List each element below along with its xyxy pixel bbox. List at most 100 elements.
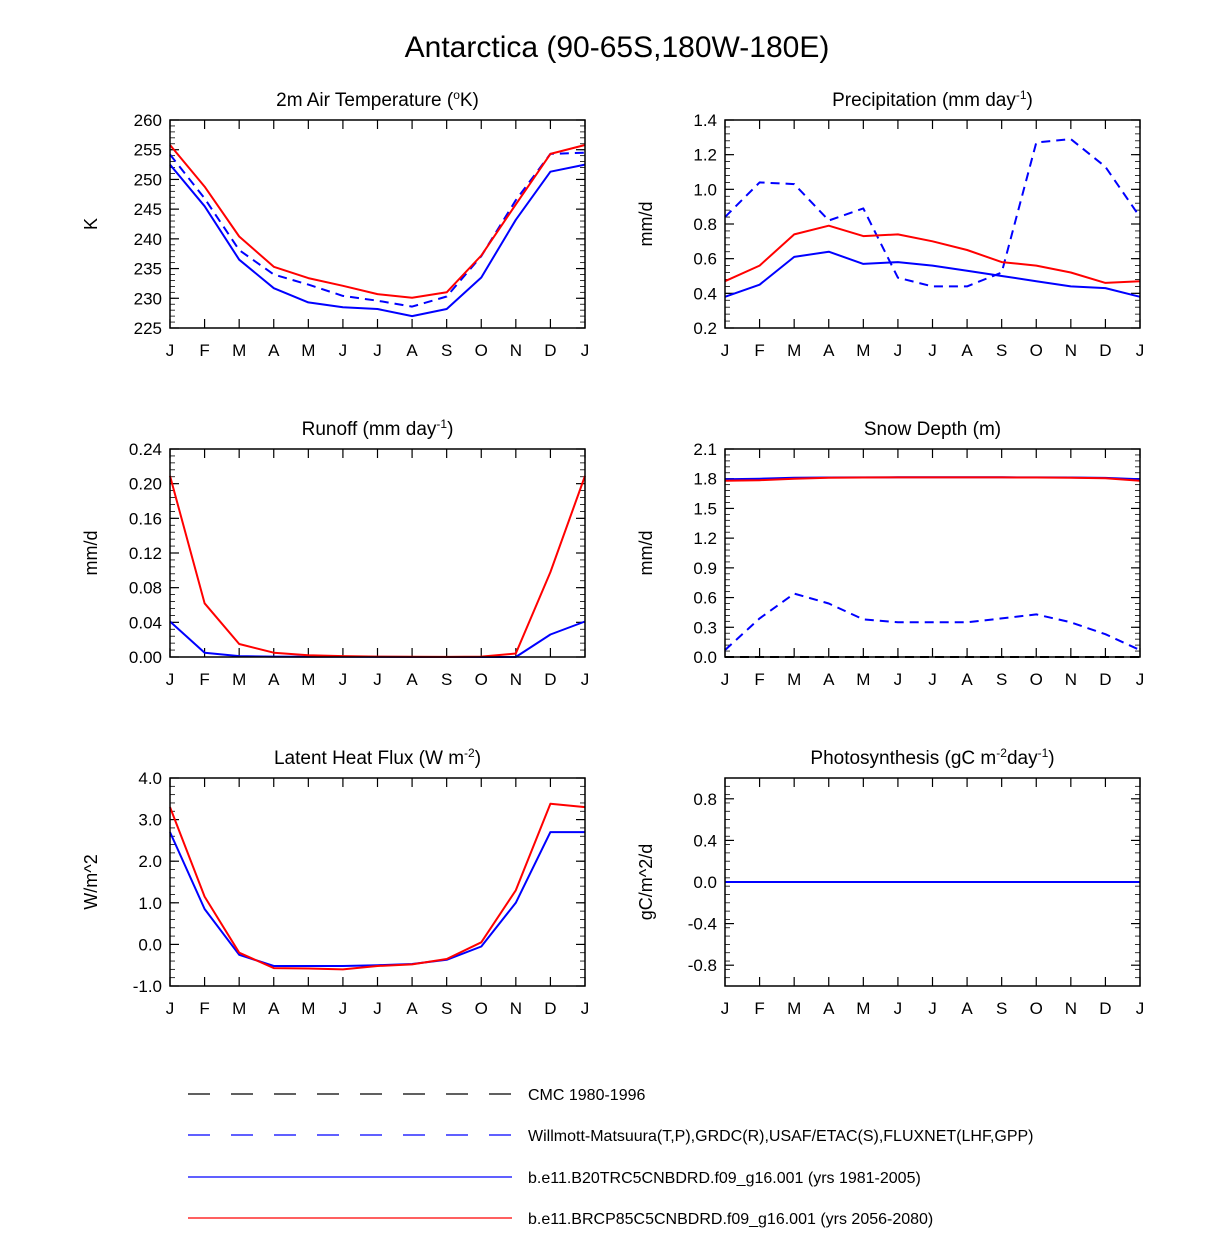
x-tick-label: M — [232, 999, 246, 1018]
y-tick-label: 0.9 — [693, 559, 717, 578]
panel-title-superscript: -2 — [464, 746, 475, 760]
plot-frame — [169, 448, 586, 658]
x-tick-label: D — [1099, 999, 1111, 1018]
y-tick-label: 1.4 — [693, 111, 717, 130]
y-tick-label: 2.1 — [693, 440, 717, 459]
x-tick-label: N — [1065, 999, 1077, 1018]
x-tick-label: M — [787, 670, 801, 689]
y-tick-label: 260 — [134, 111, 162, 130]
x-tick-label: J — [721, 999, 730, 1018]
y-tick-label: 0.6 — [693, 589, 717, 608]
x-tick-label: A — [406, 999, 418, 1018]
x-tick-label: F — [754, 341, 764, 360]
x-tick-label: O — [1030, 670, 1043, 689]
plot-frame — [724, 777, 1141, 987]
panel-title: Snow Depth (m) — [864, 419, 1001, 440]
plot-frame — [169, 119, 586, 329]
y-tick-label: 250 — [134, 170, 162, 189]
legend-label: CMC 1980-1996 — [528, 1087, 646, 1104]
y-tick-label: 0.20 — [129, 475, 162, 494]
y-tick-label: 0.6 — [693, 250, 717, 269]
x-tick-label: F — [199, 999, 209, 1018]
panel-title-text: ) — [475, 748, 481, 769]
x-tick-label: S — [441, 341, 452, 360]
y-tick-label: 255 — [134, 141, 162, 160]
y-tick-label: 4.0 — [138, 769, 162, 788]
x-tick-label: O — [475, 670, 488, 689]
x-tick-label: J — [373, 999, 382, 1018]
x-tick-label: A — [961, 670, 973, 689]
y-tick-label: 245 — [134, 200, 162, 219]
y-axis-label: mm/d — [636, 531, 656, 576]
panel-title-text: Runoff (mm day — [302, 419, 437, 440]
x-tick-label: J — [581, 999, 590, 1018]
x-tick-label: O — [1030, 341, 1043, 360]
x-tick-label: D — [544, 670, 556, 689]
y-tick-label: 0.8 — [693, 790, 717, 809]
y-tick-label: 0.24 — [129, 440, 162, 459]
x-tick-label: J — [166, 341, 175, 360]
x-tick-label: J — [339, 670, 348, 689]
y-tick-label: -1.0 — [133, 977, 162, 996]
y-tick-label: 0.2 — [693, 319, 717, 338]
x-tick-label: A — [268, 670, 280, 689]
x-tick-label: D — [544, 999, 556, 1018]
x-tick-label: S — [996, 670, 1007, 689]
x-tick-label: F — [754, 670, 764, 689]
x-tick-label: A — [406, 670, 418, 689]
panel-title-text: ) — [1048, 748, 1054, 769]
series-line — [169, 163, 586, 318]
y-tick-label: 240 — [134, 230, 162, 249]
panel-snow-depth: Snow Depth (m) mm/d 0.0 0.3 0.6 0.9 1.2 1.5 1.8 2… — [636, 419, 1144, 689]
x-tick-label: A — [268, 341, 280, 360]
x-tick-label: M — [232, 341, 246, 360]
y-tick-label: 0.12 — [129, 544, 162, 563]
x-tick-label: M — [232, 670, 246, 689]
panel-title: Photosynthesis (gC m-2day-1) — [810, 746, 1054, 769]
panels: 2m Air Temperature (oK) K 225 230 235 240 245 2… — [81, 88, 1144, 1018]
x-tick-label: J — [581, 341, 590, 360]
y-tick-label: 0.16 — [129, 509, 162, 528]
x-tick-label: J — [339, 999, 348, 1018]
panel-title-text: Snow Depth (m) — [864, 419, 1001, 440]
x-tick-label: M — [301, 670, 315, 689]
x-tick-label: J — [166, 670, 175, 689]
panel-title-text: K) — [460, 90, 479, 111]
x-tick-label: J — [721, 670, 730, 689]
y-tick-label: 0.0 — [693, 648, 717, 667]
x-tick-label: J — [373, 670, 382, 689]
panel-runoff: Runoff (mm day-1) mm/d 0.00 0.04 0.08 0.12 0.1… — [81, 417, 589, 689]
x-tick-label: N — [510, 999, 522, 1018]
y-tick-label: -0.8 — [688, 956, 717, 975]
x-tick-label: N — [510, 341, 522, 360]
x-tick-label: J — [166, 999, 175, 1018]
panel-title-text: ) — [447, 419, 453, 440]
plot-frame — [724, 448, 1141, 658]
x-tick-label: D — [544, 341, 556, 360]
series-line — [724, 138, 1141, 288]
panel-title-superscript: -1 — [1016, 88, 1027, 102]
series-line — [169, 144, 586, 299]
x-tick-label: J — [721, 341, 730, 360]
x-tick-label: M — [856, 670, 870, 689]
plot-frame — [169, 777, 586, 987]
x-tick-label: J — [581, 670, 590, 689]
y-tick-label: 230 — [134, 289, 162, 308]
y-tick-label: 235 — [134, 260, 162, 279]
panel-title-superscript: -1 — [1038, 746, 1049, 760]
x-tick-label: A — [961, 341, 973, 360]
x-tick-label: J — [928, 999, 937, 1018]
y-axis-label: mm/d — [636, 202, 656, 247]
y-tick-label: 225 — [134, 319, 162, 338]
panel-title-superscript: o — [453, 88, 460, 102]
y-tick-label: 0.04 — [129, 613, 162, 632]
x-tick-label: J — [1136, 341, 1145, 360]
y-tick-label: 1.0 — [138, 894, 162, 913]
x-tick-label: J — [894, 670, 903, 689]
y-tick-label: 0.4 — [693, 831, 717, 850]
x-tick-label: J — [894, 999, 903, 1018]
x-tick-label: J — [894, 341, 903, 360]
y-axis-label: K — [81, 218, 101, 230]
series-line — [724, 592, 1141, 652]
